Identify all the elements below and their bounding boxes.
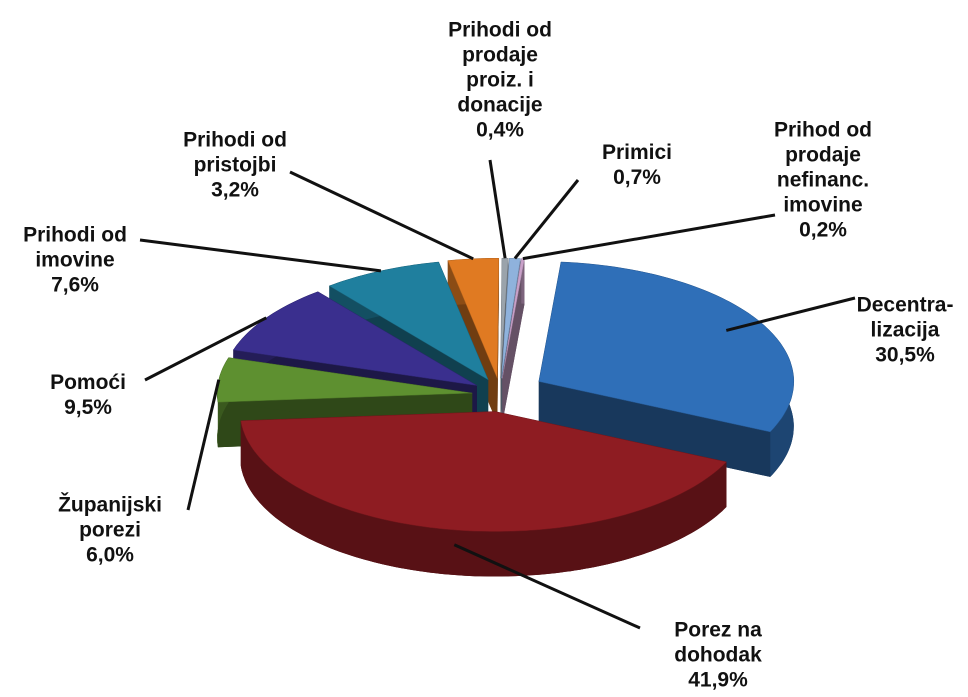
- slice-label: Pomoći 9,5%: [28, 370, 148, 420]
- slice: [216, 357, 473, 403]
- slice-side: [240, 420, 727, 577]
- value-label: 41,9%: [688, 668, 748, 692]
- category: Županijski porezi: [58, 493, 162, 542]
- slice-label: Prihod od prodaje nefinanc. imovine 0,2%: [748, 118, 898, 243]
- leader-line: [725, 296, 856, 332]
- slice-wall: [502, 258, 525, 424]
- category: Prihodi od prodaje proiz. i donacije: [448, 18, 552, 117]
- slice: [240, 411, 728, 532]
- value-label: 3,2%: [211, 178, 259, 202]
- slice-label: Prihodi od pristojbi 3,2%: [155, 128, 315, 203]
- value-label: 0,7%: [613, 166, 661, 189]
- slice-label: Decentra-lizacija 30,5%: [840, 293, 968, 368]
- value-label: 9,5%: [64, 396, 112, 419]
- category: Prihodi od pristojbi: [183, 128, 287, 177]
- category: Primici: [601, 141, 673, 164]
- slice-wall: [538, 381, 771, 477]
- slice-label: Primici 0,7%: [587, 140, 687, 190]
- value-label: 0,4%: [476, 118, 524, 142]
- value-label: 30,5%: [875, 343, 935, 367]
- value-label: 7,6%: [51, 273, 99, 297]
- leader-line: [289, 170, 474, 261]
- category: Prihod od prodaje nefinanc. imovine: [774, 118, 872, 217]
- leader-line: [453, 543, 641, 630]
- category: Decentra-lizacija: [856, 293, 954, 342]
- category: Porez na dohodak: [674, 618, 762, 667]
- category: Prihodi od imovine: [23, 223, 127, 272]
- slice-label: Prihodi od imovine 7,6%: [0, 223, 150, 298]
- leader-line: [144, 316, 267, 382]
- slice-label: Porez na dohodak 41,9%: [643, 618, 793, 693]
- leader-line: [488, 159, 507, 259]
- value-label: 6,0%: [86, 543, 134, 567]
- leader-line: [139, 238, 382, 273]
- leader-line: [186, 379, 221, 511]
- slice-label: Županijski porezi 6,0%: [45, 493, 175, 568]
- category: Pomoći: [50, 371, 126, 394]
- leader-line: [513, 179, 580, 260]
- slice-label: Prihodi od prodaje proiz. i donacije 0,4%: [435, 18, 565, 143]
- value-label: 0,2%: [799, 218, 847, 242]
- leader-line: [522, 213, 776, 261]
